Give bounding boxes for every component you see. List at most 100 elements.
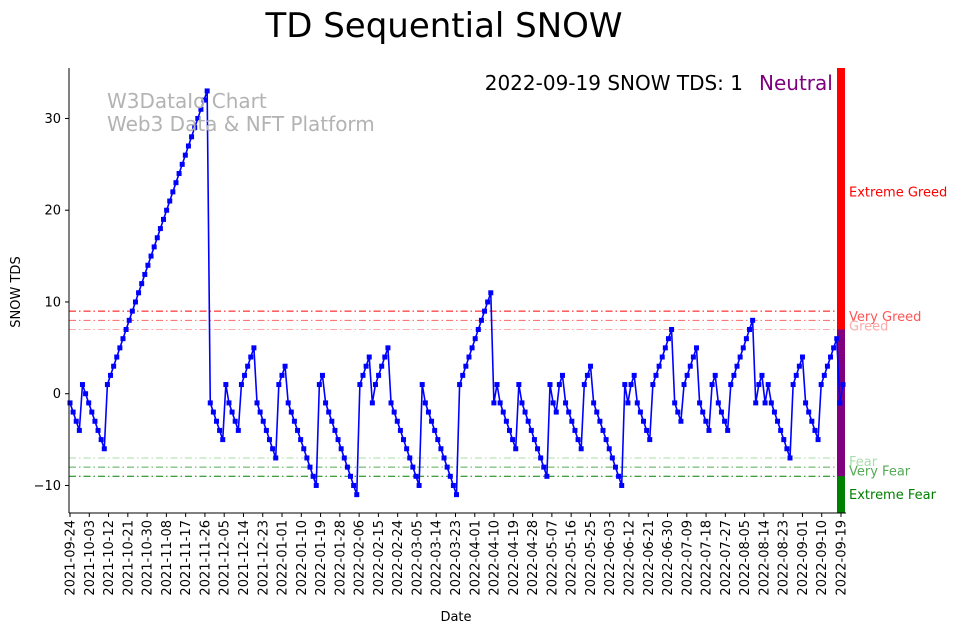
data-point xyxy=(310,473,316,479)
x-tick-label: 2022-01-01 xyxy=(276,520,291,596)
data-point xyxy=(809,418,815,424)
x-tick-label: 2021-11-26 xyxy=(198,520,213,596)
data-point xyxy=(263,427,269,433)
data-point xyxy=(662,345,668,351)
data-point xyxy=(198,106,204,112)
data-point xyxy=(298,437,304,443)
data-point xyxy=(528,427,534,433)
data-point xyxy=(647,437,653,443)
data-point xyxy=(637,409,643,415)
data-point xyxy=(92,418,98,424)
x-axis-label: Date xyxy=(440,610,471,625)
data-point xyxy=(86,400,92,406)
y-tick-label: 0 xyxy=(53,387,61,402)
x-tick-label: 2022-08-14 xyxy=(757,520,772,596)
data-point xyxy=(376,372,382,378)
data-point xyxy=(759,372,765,378)
x-tick-label: 2022-03-05 xyxy=(410,520,425,596)
series-snow-tds xyxy=(67,88,846,498)
x-tick-label: 2022-04-10 xyxy=(488,520,503,596)
data-point xyxy=(382,354,388,360)
data-point xyxy=(98,437,104,443)
data-point xyxy=(204,88,210,94)
data-point xyxy=(503,418,509,424)
zone-segment-extreme-fear xyxy=(837,476,845,513)
data-point xyxy=(438,446,444,452)
x-tick-label: 2022-06-03 xyxy=(603,520,618,596)
x-tick-label: 2022-06-30 xyxy=(661,520,676,596)
data-point xyxy=(737,354,743,360)
data-point xyxy=(226,400,232,406)
x-tick-label: 2022-02-15 xyxy=(372,520,387,596)
data-point xyxy=(354,492,360,498)
data-point xyxy=(750,317,756,323)
data-point xyxy=(506,427,512,433)
data-point xyxy=(245,363,251,369)
x-tick-label: 2021-10-21 xyxy=(121,520,136,596)
data-point xyxy=(454,492,459,498)
data-point xyxy=(120,336,126,342)
data-point xyxy=(282,363,288,369)
data-point xyxy=(718,409,724,415)
data-point xyxy=(357,382,363,388)
x-tick-label: 2022-08-05 xyxy=(738,520,753,596)
data-point xyxy=(164,207,170,213)
data-point xyxy=(566,409,572,415)
data-point xyxy=(837,400,843,406)
zone-segment-extreme-greed xyxy=(837,68,845,330)
data-point xyxy=(432,427,438,433)
data-point xyxy=(394,418,400,424)
data-point xyxy=(151,244,157,250)
data-point xyxy=(603,437,609,443)
data-point xyxy=(192,125,198,131)
data-point xyxy=(628,382,634,388)
data-point xyxy=(815,437,821,443)
zone-label-extreme-greed: Extreme Greed xyxy=(849,185,947,200)
data-point xyxy=(616,473,622,479)
data-point xyxy=(316,382,322,388)
data-point xyxy=(425,409,431,415)
data-point xyxy=(787,455,793,461)
data-point xyxy=(790,382,796,388)
data-point xyxy=(478,317,484,323)
data-point xyxy=(79,382,85,388)
data-point xyxy=(547,382,553,388)
data-point xyxy=(778,427,784,433)
data-point xyxy=(556,382,562,388)
data-point xyxy=(413,473,419,479)
x-tick-label: 2021-10-12 xyxy=(102,520,117,596)
watermark-line-2: Web3 Data & NFT Platform xyxy=(107,112,375,136)
data-point xyxy=(441,455,447,461)
data-point xyxy=(669,326,675,332)
x-tick-label: 2022-03-23 xyxy=(449,520,464,596)
data-point xyxy=(494,382,500,388)
data-point xyxy=(581,382,587,388)
data-point xyxy=(656,363,662,369)
data-point xyxy=(145,262,151,268)
data-point xyxy=(323,400,329,406)
data-point xyxy=(195,115,201,121)
data-point xyxy=(148,253,154,259)
data-point xyxy=(288,409,294,415)
data-point xyxy=(291,418,297,424)
zone-label-fear: Fear xyxy=(849,455,878,470)
data-point xyxy=(840,382,846,388)
data-point xyxy=(329,418,335,424)
zone-bar xyxy=(837,68,845,513)
x-tick-label: 2022-02-06 xyxy=(353,520,368,596)
data-point xyxy=(731,372,737,378)
data-point xyxy=(722,418,728,424)
data-point xyxy=(578,446,584,452)
x-tick-label: 2022-09-19 xyxy=(835,520,850,596)
data-point xyxy=(132,299,138,305)
data-point xyxy=(513,446,519,452)
data-point xyxy=(435,437,441,443)
data-point xyxy=(450,482,456,488)
data-point xyxy=(482,308,488,314)
x-tick-label: 2022-07-18 xyxy=(700,520,715,596)
data-point xyxy=(404,446,410,452)
data-point xyxy=(466,354,472,360)
data-point xyxy=(114,354,120,360)
data-point xyxy=(83,391,89,397)
